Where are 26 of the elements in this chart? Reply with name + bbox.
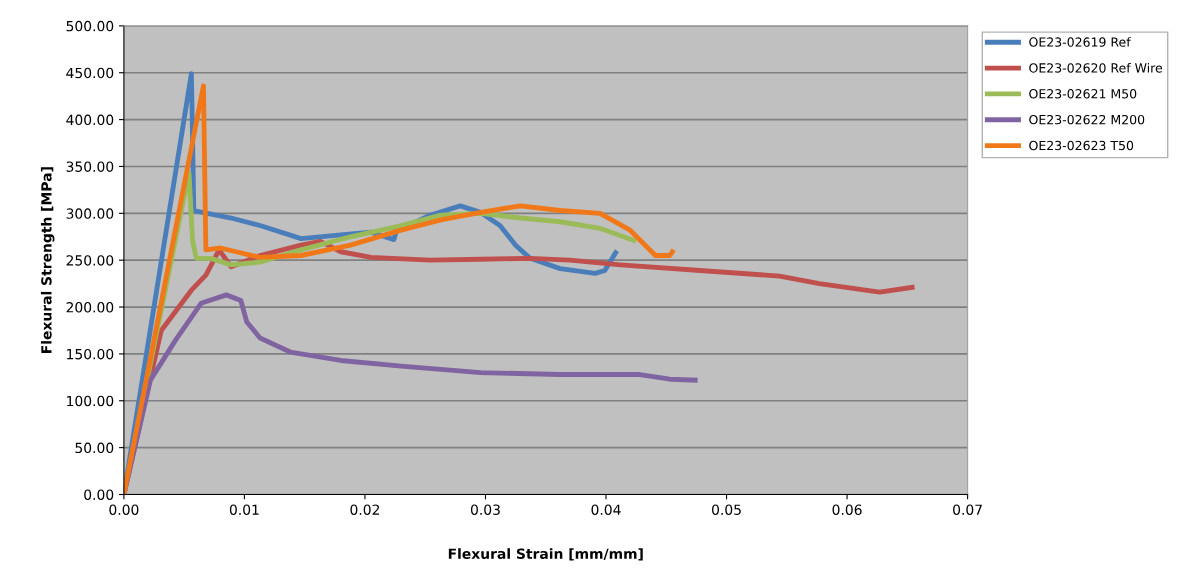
- y-tick-label: 200.00: [66, 302, 114, 313]
- y-axis-title: Flexural Strength [MPa]: [40, 167, 55, 353]
- x-tick-label: 0.01: [229, 504, 259, 515]
- legend-label: OE23-02622 M200: [1029, 114, 1145, 125]
- x-tick-label: 0.07: [953, 504, 982, 515]
- legend-label: OE23-02619 Ref: [1029, 37, 1131, 47]
- x-tick-label: 0.06: [832, 504, 862, 515]
- x-tick-label: 0.00: [109, 504, 139, 515]
- y-tick-label: 300.00: [66, 208, 114, 219]
- y-tick-label: 250.00: [66, 255, 114, 266]
- y-tick-label: 500.00: [66, 20, 114, 32]
- legend-label: OE23-02623 T50: [1029, 140, 1134, 151]
- x-tick-label: 0.03: [470, 504, 500, 515]
- legend-label: OE23-02621 M50: [1029, 89, 1137, 99]
- x-tick-label: 0.04: [591, 504, 621, 515]
- y-tick-label: 50.00: [75, 442, 114, 454]
- legend-label: OE23-02620 Ref Wire: [1029, 62, 1163, 73]
- y-tick-label: 0.00: [84, 489, 114, 500]
- y-tick-label: 100.00: [67, 395, 114, 407]
- y-tick-label: 350.00: [66, 161, 114, 172]
- y-tick-label: 150.00: [67, 348, 114, 360]
- x-tick-label: 0.02: [350, 504, 380, 515]
- y-tick-label: 450.00: [66, 67, 114, 79]
- x-axis-title: Flexural Strain [mm/mm]: [448, 548, 643, 561]
- y-tick-label: 400.00: [66, 114, 114, 126]
- x-tick-label: 0.05: [712, 504, 741, 515]
